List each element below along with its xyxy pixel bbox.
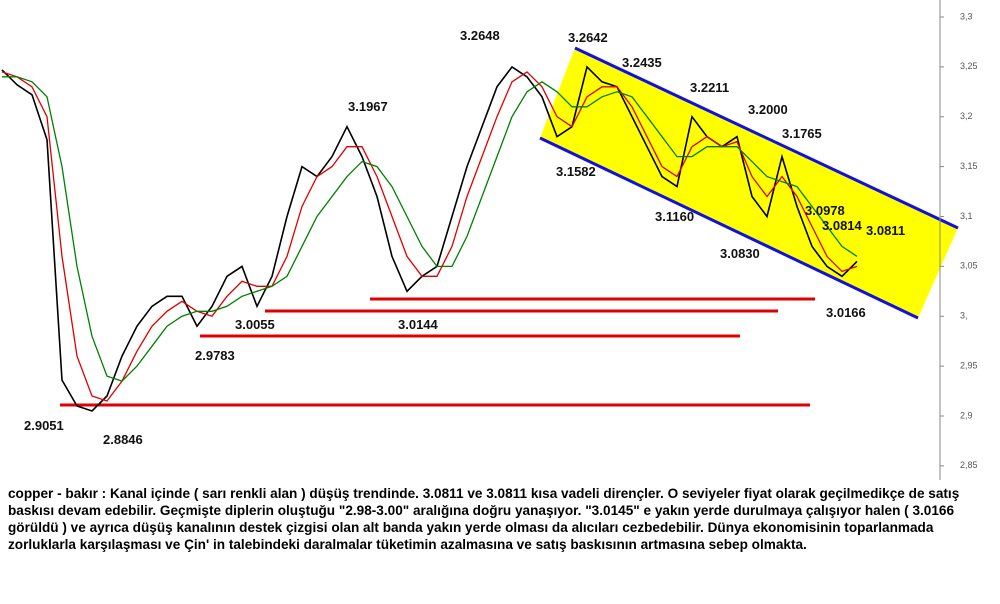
y-tick-label: 3,25 (960, 61, 978, 71)
annotation: 3.2435 (622, 55, 662, 70)
annotation: 3.0166 (826, 305, 866, 320)
annotation: 3.0811 (866, 223, 905, 238)
y-tick-label: 3,05 (960, 261, 978, 271)
annotation: 3.0978 (805, 203, 845, 218)
channel-upper (574, 46, 959, 230)
y-tick-label: 3, (960, 311, 968, 321)
annotation: 3.0814 (822, 218, 863, 233)
price-line (2, 76, 858, 382)
annotation: 3.0830 (720, 246, 760, 261)
price-line (1, 71, 858, 402)
annotation: 2.9783 (195, 348, 235, 363)
y-tick-label: 3,2 (960, 111, 973, 121)
annotation: 3.2000 (748, 102, 788, 117)
annotation: 3.1967 (348, 99, 388, 114)
price-line (1, 65, 858, 412)
y-tick-label: 3,3 (960, 11, 973, 21)
y-tick-label: 2,95 (960, 360, 978, 370)
y-tick-label: 2,85 (960, 460, 978, 470)
annotation: 2.8846 (103, 432, 143, 447)
annotation: 3.2211 (690, 80, 729, 95)
y-tick-label: 3,15 (960, 161, 978, 171)
annotation: 3.2642 (568, 30, 608, 45)
caption: copper - bakır : Kanal içinde ( sarı ren… (8, 486, 960, 552)
y-tick-label: 2,9 (960, 410, 973, 420)
annotation: 3.1765 (782, 126, 822, 141)
channel-lower (539, 136, 919, 320)
annotation: 3.1160 (655, 209, 694, 224)
annotation: 3.2648 (460, 28, 500, 43)
annotation: 3.0055 (235, 317, 275, 332)
annotation: 2.9051 (24, 418, 64, 433)
y-tick-label: 3,1 (960, 211, 973, 221)
annotation: 3.1582 (556, 164, 596, 179)
chart: 3.2648 3.2642 3.2435 3.2211 3.1967 3.200… (1, 0, 978, 480)
annotation: 3.0144 (398, 317, 439, 332)
